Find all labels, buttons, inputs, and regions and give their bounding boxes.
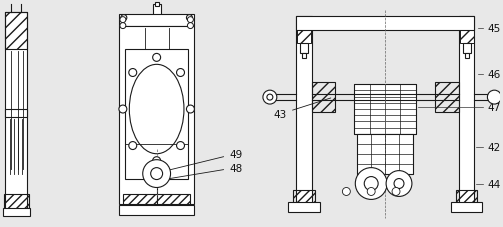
Circle shape [129,142,137,150]
Circle shape [143,160,171,188]
Text: 44: 44 [487,179,500,189]
Circle shape [386,171,412,197]
Bar [5,13,27,50]
Bar [119,27,194,205]
Bar [297,30,311,44]
Circle shape [153,157,160,165]
Circle shape [188,24,193,30]
Bar [153,5,160,17]
Circle shape [177,69,185,77]
Bar [154,3,158,7]
Bar [451,202,482,212]
Bar [456,191,477,205]
Text: 46: 46 [487,70,500,80]
Circle shape [364,177,378,191]
Bar [119,15,194,27]
Text: 43: 43 [274,99,331,119]
Bar [293,191,314,205]
Circle shape [267,95,273,101]
Bar [296,17,474,30]
Text: 45: 45 [487,23,500,33]
Circle shape [120,17,126,24]
Circle shape [263,91,277,105]
Text: 48: 48 [160,163,242,180]
Circle shape [187,106,194,114]
Bar [463,44,470,54]
Circle shape [367,188,375,196]
Text: 42: 42 [487,142,500,152]
Circle shape [394,179,404,189]
Circle shape [355,168,387,200]
Bar [302,54,306,59]
Bar [123,195,191,208]
Circle shape [187,16,193,22]
Ellipse shape [129,65,184,154]
Bar [296,17,311,208]
Circle shape [151,168,162,180]
Circle shape [129,69,137,77]
Circle shape [487,91,501,105]
Text: 47: 47 [487,103,500,113]
Bar [354,85,416,134]
Bar [311,83,336,113]
Bar [3,208,30,216]
Bar [125,50,189,179]
Bar [119,205,194,215]
Circle shape [188,17,193,24]
Bar [300,44,308,54]
Bar [460,30,473,44]
Bar [357,134,413,174]
Circle shape [177,142,185,150]
Bar [459,17,474,208]
Bar [288,202,319,212]
Circle shape [120,24,126,30]
Circle shape [153,54,160,62]
Circle shape [119,106,127,114]
Bar [5,110,27,117]
Bar [465,54,468,59]
Circle shape [343,188,350,196]
Bar [5,13,27,214]
Text: 49: 49 [165,149,242,171]
Circle shape [392,188,400,196]
Circle shape [121,16,127,22]
Bar [435,83,459,113]
Bar [4,195,29,210]
